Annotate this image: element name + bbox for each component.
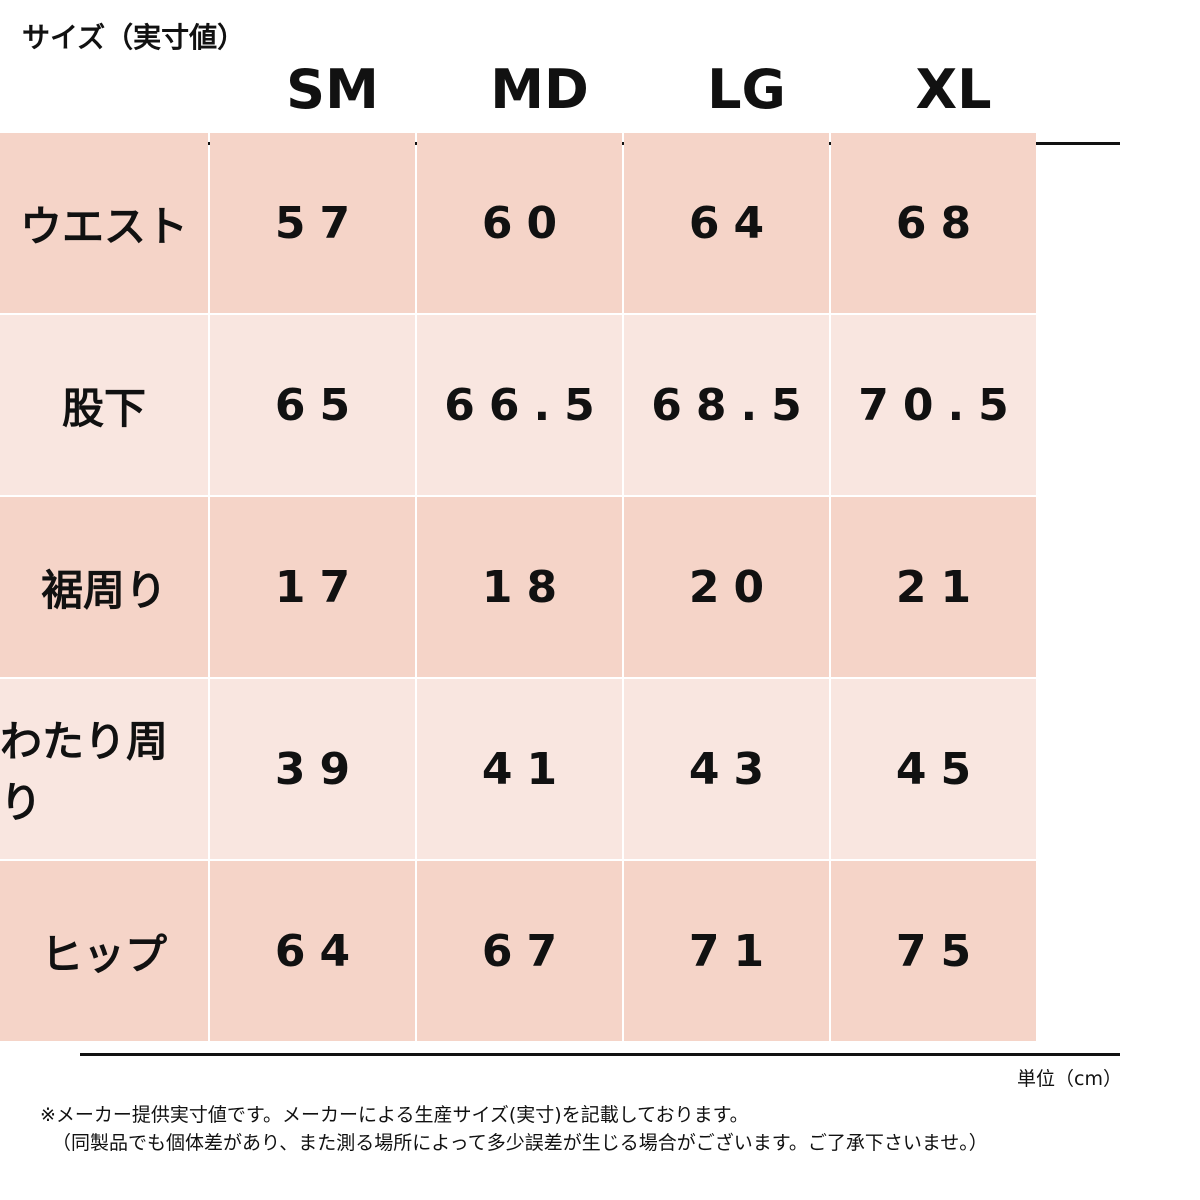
column-header: SM: [286, 58, 379, 121]
cell: 65: [210, 315, 415, 495]
bottom-rule: [80, 1053, 1120, 1056]
row-label: わたり周り: [0, 679, 208, 859]
note: （同製品でも個体差があり、また測る場所によって多少誤差が生じる場合がございます。…: [52, 1132, 988, 1154]
cell: 71: [624, 861, 829, 1041]
cell: 70.5: [831, 315, 1036, 495]
cell: 39: [210, 679, 415, 859]
row-label: 裾周り: [0, 497, 208, 677]
cell: 41: [417, 679, 622, 859]
row-label: ウエスト: [0, 133, 208, 313]
column-header: MD: [490, 58, 589, 121]
cell: 68.5: [624, 315, 829, 495]
cell: 75: [831, 861, 1036, 1041]
note: ※メーカー提供実寸値です。メーカーによる生産サイズ(実寸)を記載しております。: [40, 1104, 749, 1126]
cell: 64: [624, 133, 829, 313]
cell: 57: [210, 133, 415, 313]
title: サイズ（実寸値）: [22, 21, 246, 54]
cell: 68: [831, 133, 1036, 313]
cell: 66.5: [417, 315, 622, 495]
cell: 43: [624, 679, 829, 859]
cell: 18: [417, 497, 622, 677]
cell: 67: [417, 861, 622, 1041]
cell: 20: [624, 497, 829, 677]
column-header: XL: [915, 58, 992, 121]
column-header: LG: [707, 58, 786, 121]
cell: 21: [831, 497, 1036, 677]
unit: 単位（cm）: [1017, 1068, 1122, 1090]
cell: 60: [417, 133, 622, 313]
cell: 64: [210, 861, 415, 1041]
row-label: 股下: [0, 315, 208, 495]
cell: 45: [831, 679, 1036, 859]
row-label: ヒップ: [0, 861, 208, 1041]
cell: 17: [210, 497, 415, 677]
